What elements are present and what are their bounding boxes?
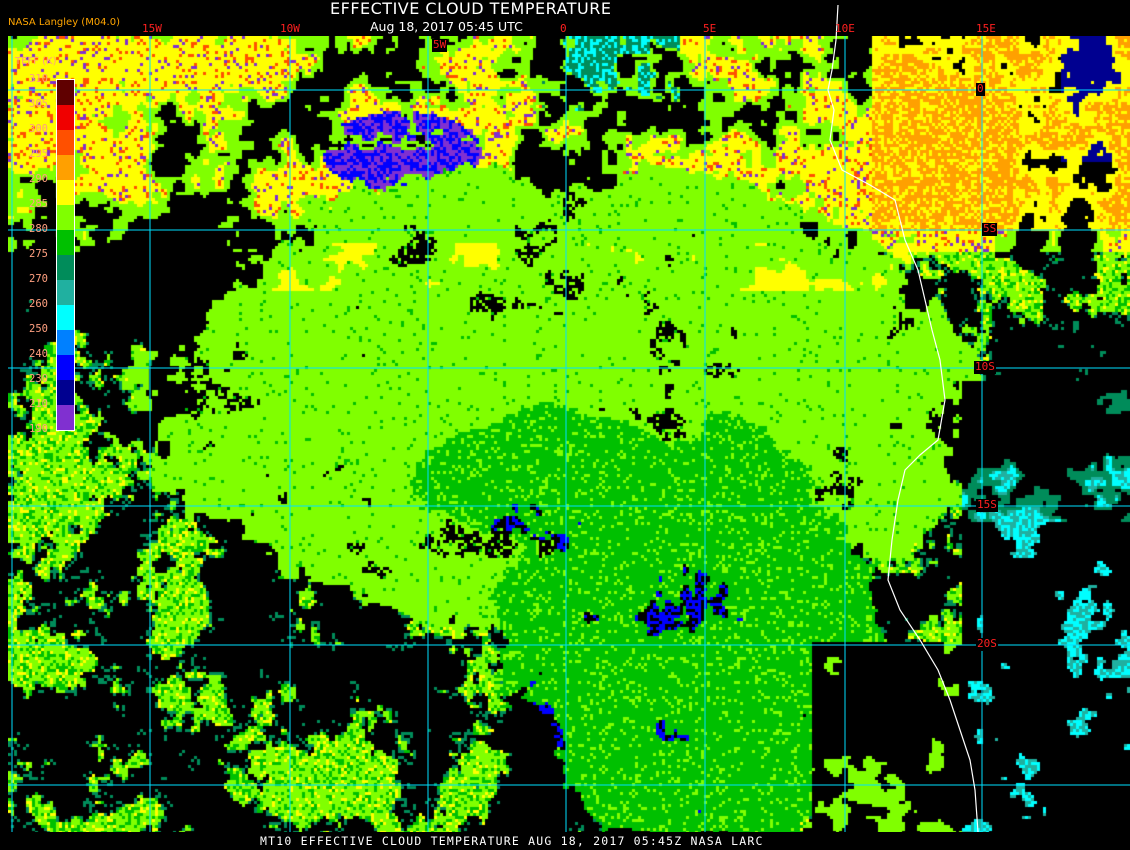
legend-swatch <box>57 355 74 380</box>
legend-label: 305 <box>29 98 48 110</box>
legend-swatch <box>57 80 74 105</box>
legend-label: 230 <box>29 373 48 385</box>
lon-label-10w: 10W <box>280 22 300 35</box>
legend-label: 280 <box>29 223 48 235</box>
footer-caption: MT10 EFFECTIVE CLOUD TEMPERATURE AUG 18,… <box>260 834 764 848</box>
lat-label-5s: 5S <box>982 222 998 236</box>
legend-swatch <box>57 155 74 180</box>
lon-label-15e: 15E <box>976 22 996 35</box>
map-timestamp: Aug 18, 2017 05:45 UTC <box>370 19 523 34</box>
legend-swatch <box>57 330 74 355</box>
lat-label-0: 0 <box>976 82 985 96</box>
lon-label-0: 0 <box>560 22 567 35</box>
lat-label-10s: 10S <box>974 360 996 374</box>
legend-label: 260 <box>29 298 48 310</box>
legend-label: 270 <box>29 273 48 285</box>
legend-swatch <box>57 230 74 255</box>
legend-label: 190 <box>29 423 48 435</box>
legend-swatch <box>57 205 74 230</box>
lon-label-5e: 5E <box>703 22 717 35</box>
legend-swatch <box>57 405 74 430</box>
coastline <box>827 4 979 833</box>
lat-label-15s: 15S <box>976 498 998 512</box>
legend-swatch <box>57 105 74 130</box>
legend-color-bar <box>56 79 75 431</box>
lon-label-15w: 15W <box>142 22 162 35</box>
legend-label: 290 <box>29 173 48 185</box>
lon-label-5w: 5W <box>432 38 448 52</box>
legend-label: 275 <box>29 248 48 260</box>
lon-label-10e: 10E <box>835 22 855 35</box>
legend-swatch <box>57 380 74 405</box>
satellite-cloud-temperature-image <box>8 36 1130 832</box>
map-title: EFFECTIVE CLOUD TEMPERATURE <box>330 0 612 18</box>
legend-swatch <box>57 305 74 330</box>
legend-swatch <box>57 130 74 155</box>
legend-label: 240 <box>29 348 48 360</box>
legend-swatch <box>57 180 74 205</box>
legend-label: 210 <box>29 398 48 410</box>
legend-label: 310 <box>29 73 48 85</box>
legend-label: 300 <box>29 123 48 135</box>
legend-swatch <box>57 280 74 305</box>
brand-label: NASA Langley (M04.0) <box>8 17 120 28</box>
legend-title: TEFF (K) <box>15 56 57 67</box>
lat-label-20s: 20S <box>976 637 998 651</box>
legend-label: 285 <box>29 198 48 210</box>
legend-swatch <box>57 255 74 280</box>
legend-label: 250 <box>29 323 48 335</box>
legend-label: 295 <box>29 148 48 160</box>
